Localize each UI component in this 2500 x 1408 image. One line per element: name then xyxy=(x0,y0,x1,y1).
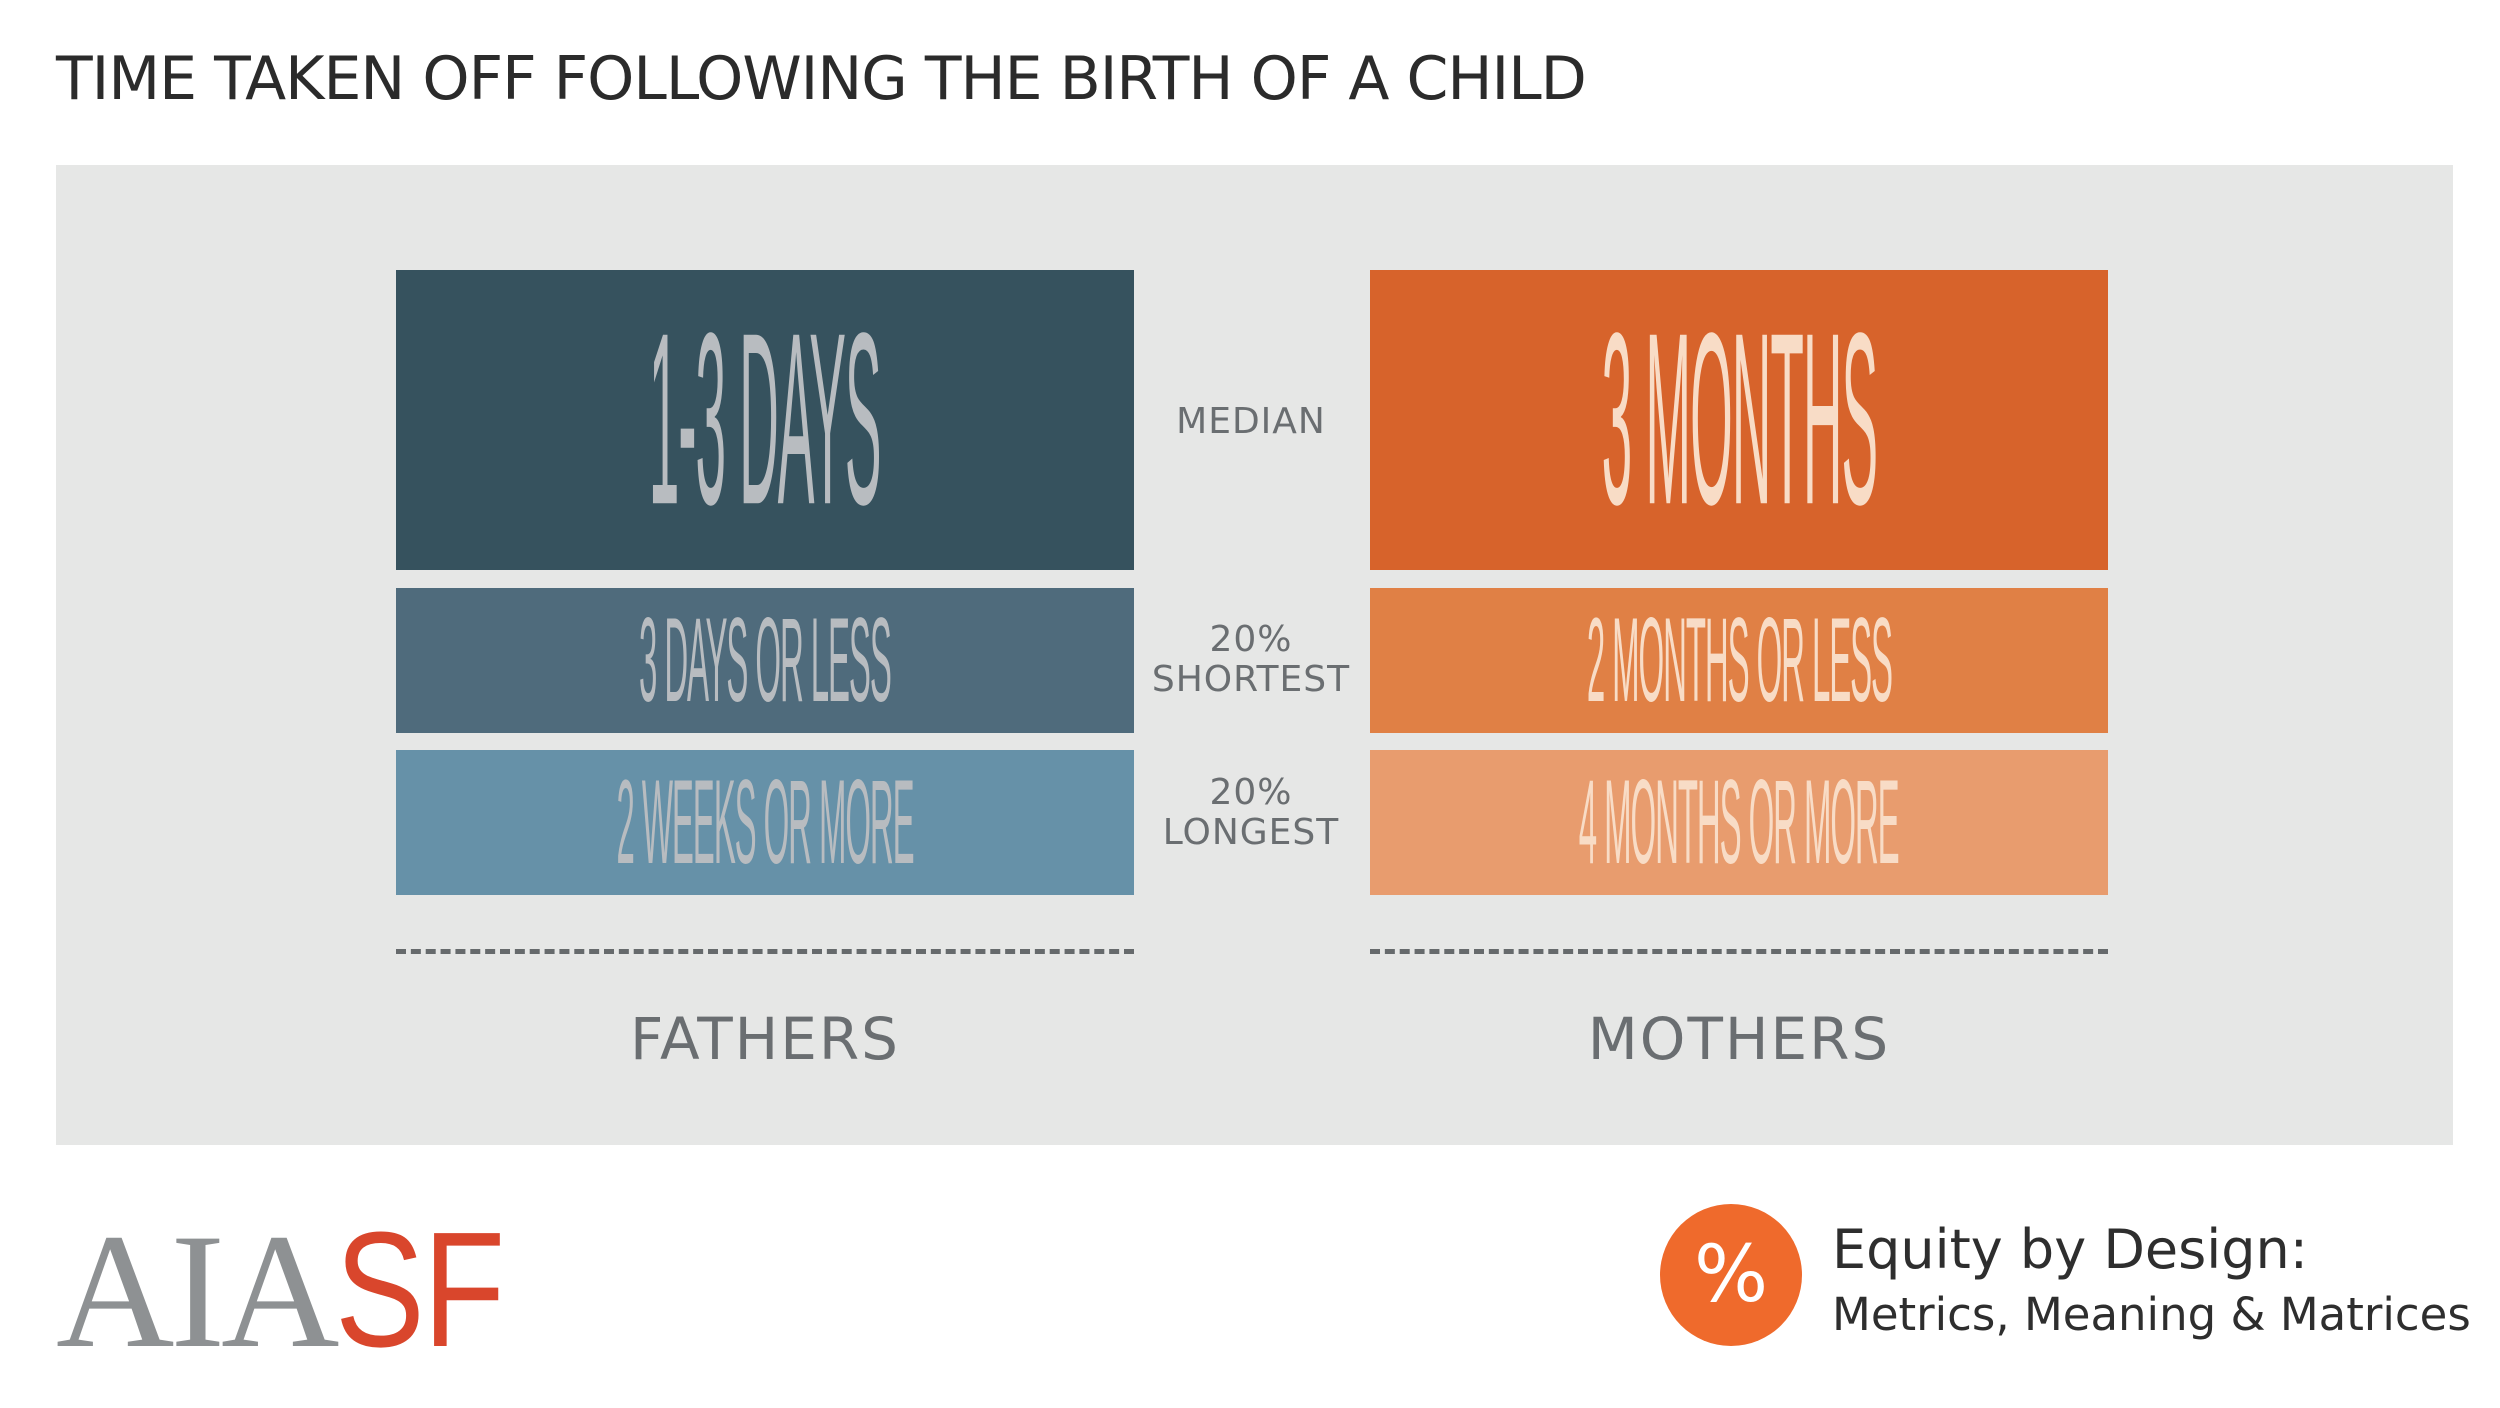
fathers-divider xyxy=(396,949,1134,954)
percent-icon: % xyxy=(1660,1204,1802,1346)
mothers-shortest-bar: 2 MONTHS OR LESS xyxy=(1370,588,2108,733)
page-title: TIME TAKEN OFF FOLLOWING THE BIRTH OF A … xyxy=(56,44,1587,114)
longest-row-label: 20% LONGEST xyxy=(1131,773,1371,853)
fathers-median-bar: 1-3 DAYS xyxy=(396,270,1134,570)
mothers-label: MOTHERS xyxy=(1587,1005,1891,1073)
mothers-longest-bar: 4 MONTHS OR MORE xyxy=(1370,750,2108,895)
equity-subtitle: Metrics, Meaning & Matrices xyxy=(1832,1288,2471,1341)
median-row-label: MEDIAN xyxy=(1176,401,1326,442)
mothers-median-bar: 3 MONTHS xyxy=(1370,270,2108,570)
longest-row-text: LONGEST xyxy=(1162,812,1340,853)
logo-aia-text: AIA xyxy=(56,1201,339,1382)
mothers-divider xyxy=(1370,949,2108,954)
fathers-shortest-value: 3 DAYS OR LESS xyxy=(639,592,892,727)
fathers-longest-bar: 2 WEEKS OR MORE xyxy=(396,750,1134,895)
mothers-median-value: 3 MONTHS xyxy=(1601,282,1877,558)
fathers-longest-value: 2 WEEKS OR MORE xyxy=(616,754,914,889)
shortest-row-label: 20% SHORTEST xyxy=(1131,620,1371,700)
logo-sf-text: SF xyxy=(335,1198,505,1381)
fathers-median-value: 1-3 DAYS xyxy=(649,282,882,558)
fathers-shortest-bar: 3 DAYS OR LESS xyxy=(396,588,1134,733)
fathers-label: FATHERS xyxy=(629,1005,900,1073)
mothers-longest-value: 4 MONTHS OR MORE xyxy=(1579,754,1900,889)
comparison-panel: 1-3 DAYS 3 DAYS OR LESS 2 WEEKS OR MORE … xyxy=(56,165,2453,1145)
aiasf-logo: AIASF xyxy=(56,1208,541,1374)
equity-title: Equity by Design: xyxy=(1832,1218,2308,1281)
shortest-row-text: SHORTEST xyxy=(1151,659,1351,700)
longest-row-percent: 20% xyxy=(1209,772,1293,813)
mothers-shortest-value: 2 MONTHS OR LESS xyxy=(1586,592,1892,727)
shortest-row-percent: 20% xyxy=(1209,619,1293,660)
